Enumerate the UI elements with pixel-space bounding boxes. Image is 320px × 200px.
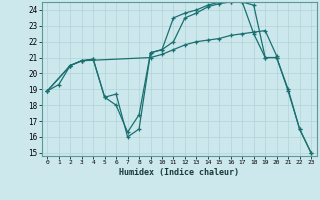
- X-axis label: Humidex (Indice chaleur): Humidex (Indice chaleur): [119, 168, 239, 177]
